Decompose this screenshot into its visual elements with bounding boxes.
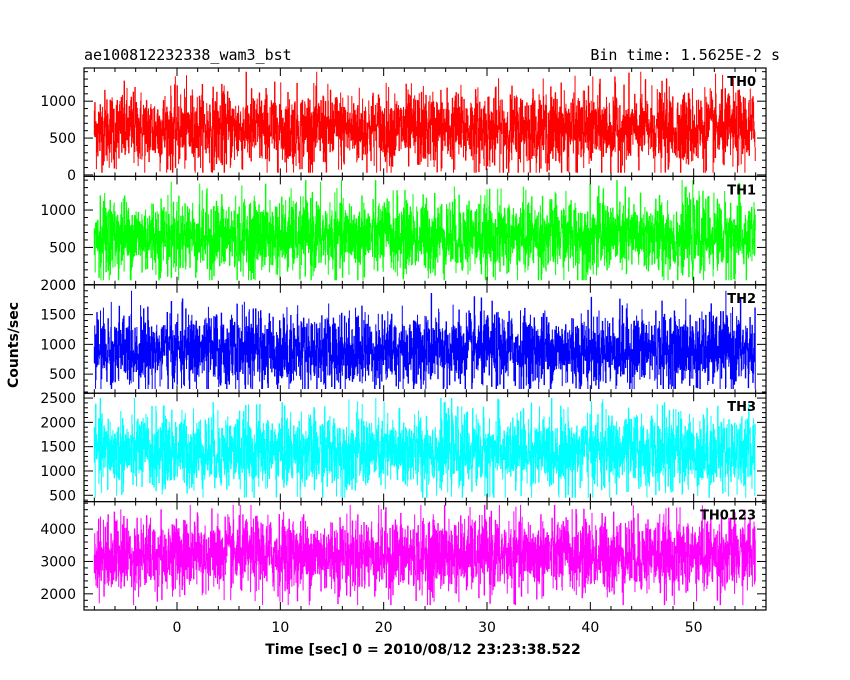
series-label: TH3 xyxy=(727,400,756,415)
panel-th2: 500 1000 1500 2000 TH2 xyxy=(40,278,767,394)
series-trace-th2 xyxy=(93,290,756,390)
panels-group: 0 500 1000 TH0 0 500 1000 TH1 500 1000 1500 2000 TH2… xyxy=(40,67,767,611)
y-tick-label: 1500 xyxy=(40,308,76,324)
x-axis-title: Time [sec] 0 = 2010/08/12 23:23:38.522 xyxy=(265,642,581,658)
y-tick-label: 1000 xyxy=(40,464,76,480)
x-tick-label: 30 xyxy=(478,620,496,636)
y-axis-title: Counts/sec xyxy=(6,302,22,388)
y-tick-label: 2500 xyxy=(40,391,76,407)
y-tick-label: 1500 xyxy=(40,440,76,456)
y-tick-label: 500 xyxy=(49,367,76,383)
series-label: TH0 xyxy=(727,75,756,90)
series-trace-th1 xyxy=(93,180,756,281)
y-tick-label: 2000 xyxy=(40,415,76,431)
bin-time-label: Bin time: 1.5625E-2 s xyxy=(590,46,780,64)
y-tick-label: 1000 xyxy=(40,94,76,110)
panel-th0: 0 500 1000 TH0 xyxy=(40,67,767,184)
y-tick-label: 500 xyxy=(49,240,76,256)
y-tick-label: 500 xyxy=(49,131,76,147)
series-label: TH1 xyxy=(727,183,756,198)
series-trace-th0123 xyxy=(93,504,756,606)
y-tick-label: 1000 xyxy=(40,337,76,353)
y-tick-label: 2000 xyxy=(40,278,76,294)
y-tick-label: 0 xyxy=(67,168,76,184)
panel-th3: 500 1000 1500 2000 2500 TH3 xyxy=(40,391,767,504)
y-tick-label: 4000 xyxy=(40,522,76,538)
x-tick-label: 40 xyxy=(581,620,599,636)
y-tick-label: 0 xyxy=(67,278,76,294)
x-tick-label: 50 xyxy=(685,620,703,636)
series-label: TH2 xyxy=(727,292,756,307)
panel-th0123: 2000 3000 4000 TH0123 xyxy=(40,501,767,611)
x-tick-label: 0 xyxy=(173,620,182,636)
x-tick-label: 10 xyxy=(271,620,289,636)
x-axis: 0 10 20 30 40 50 xyxy=(173,620,703,636)
panel-th1: 0 500 1000 TH1 xyxy=(40,175,767,294)
x-tick-label: 20 xyxy=(375,620,393,636)
y-tick-label: 2000 xyxy=(40,587,76,603)
series-label: TH0123 xyxy=(700,509,756,524)
y-tick-label: 1000 xyxy=(40,203,76,219)
series-trace-th3 xyxy=(93,398,756,498)
chart-title: ae100812232338_wam3_bst xyxy=(84,46,292,64)
y-tick-label: 500 xyxy=(49,488,76,504)
y-tick-label: 3000 xyxy=(40,554,76,570)
series-trace-th0 xyxy=(93,71,756,173)
